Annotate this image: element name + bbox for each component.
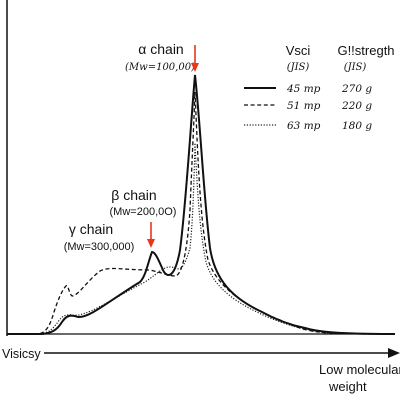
legend: Vsci (JIS) G!!stregth (JIS) 45 mp 270 g … [244, 43, 395, 132]
legend-row1-col1: 45 mp [286, 83, 321, 95]
x-axis-arrowhead [388, 348, 400, 358]
series-dashed-curve [7, 91, 396, 335]
annotation-alpha: α chain (Mw=100,00) [125, 41, 199, 73]
legend-row3-col2: 180 g [342, 120, 372, 132]
annotation-beta: β chain (Mw=200,0O) [110, 187, 177, 248]
x-axis-right-label-line1: Low molecular [319, 362, 400, 377]
legend-row2-col2: 220 g [341, 100, 372, 112]
gamma-chain-mw: (Mw=300,000) [64, 241, 135, 253]
gamma-chain-label: γ chain [69, 221, 113, 237]
alpha-chain-mw: (Mw=100,00) [125, 62, 195, 73]
legend-col2-header: G!!stregth [337, 43, 394, 58]
beta-chain-mw: (Mw=200,0O) [110, 206, 177, 218]
x-axis-left-label: Visicsy [2, 347, 41, 361]
beta-arrow-head [147, 239, 155, 248]
annotation-gamma: γ chain (Mw=300,000) [64, 221, 135, 253]
x-axis-right-label-line2: weight [328, 379, 367, 394]
legend-col1-sub: (JIS) [287, 62, 310, 73]
legend-row2-col1: 51 mp [287, 100, 321, 112]
series-dotted-curve [7, 142, 396, 335]
legend-col2-sub: (JIS) [344, 62, 367, 73]
series-solid-curve [7, 74, 396, 335]
beta-chain-label: β chain [111, 187, 156, 203]
legend-row3-col1: 63 mp [287, 120, 321, 132]
alpha-chain-label: α chain [138, 41, 183, 57]
legend-row1-col2: 270 g [341, 83, 372, 95]
x-axis-labels: Visicsy Low molecular weight [2, 347, 400, 394]
axes [6, 0, 400, 358]
series-group [7, 74, 396, 335]
legend-col1-header: Vsci [286, 43, 311, 58]
alpha-arrow-head [191, 63, 199, 72]
